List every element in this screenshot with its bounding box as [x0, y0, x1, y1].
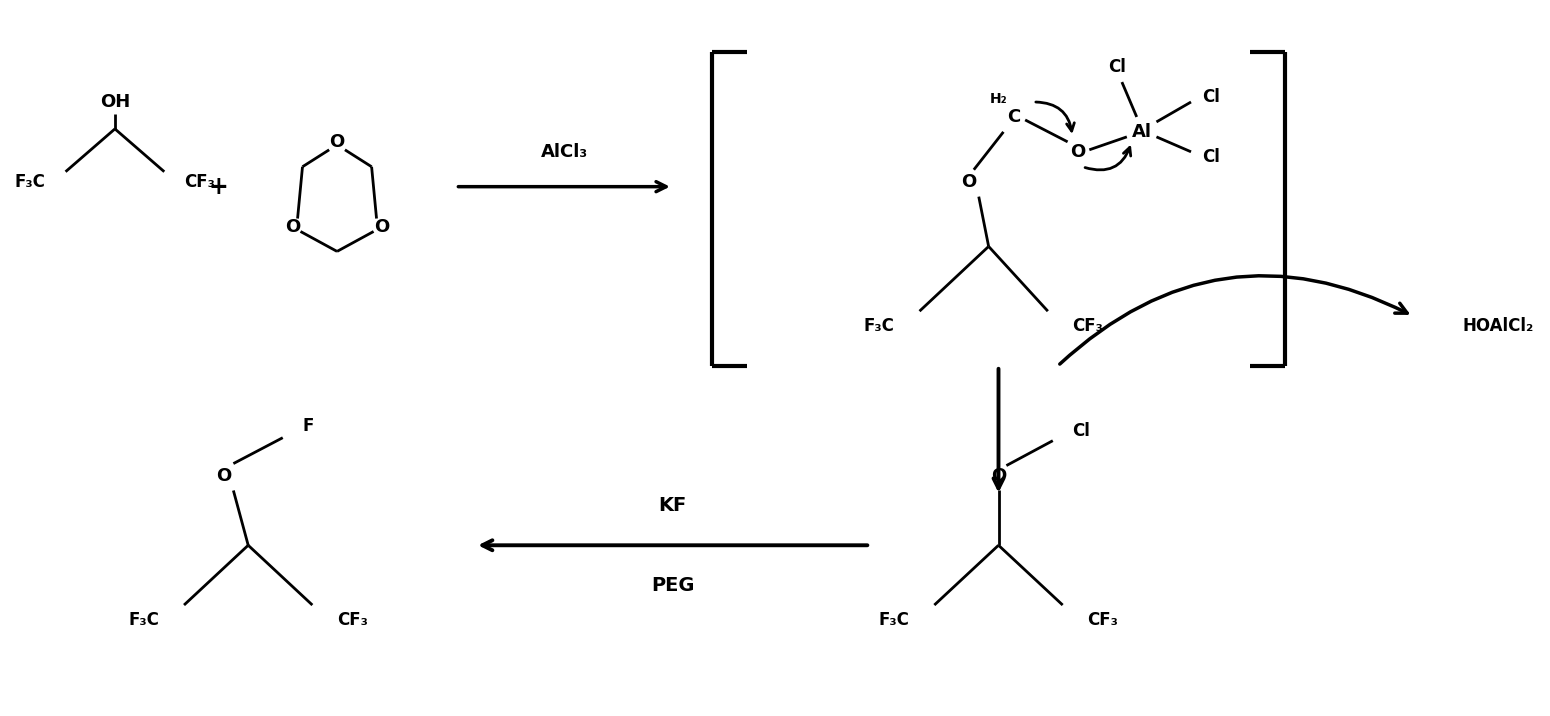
Text: F₃C: F₃C	[863, 317, 894, 335]
Text: CF₃: CF₃	[1088, 611, 1118, 629]
Text: Cl: Cl	[1201, 147, 1220, 166]
Text: O: O	[330, 133, 344, 151]
Text: O: O	[215, 467, 231, 485]
Text: KF: KF	[659, 496, 687, 515]
Text: O: O	[990, 467, 1006, 485]
Text: Cl: Cl	[1201, 88, 1220, 106]
Text: AlCl₃: AlCl₃	[541, 142, 587, 161]
Text: O: O	[1070, 142, 1085, 161]
Text: O: O	[285, 218, 301, 236]
Text: PEG: PEG	[651, 576, 694, 594]
Text: +: +	[209, 175, 228, 198]
Text: HOAlCl₂: HOAlCl₂	[1463, 317, 1534, 335]
Text: H₂: H₂	[990, 92, 1008, 106]
Text: C: C	[1006, 108, 1020, 126]
Text: OH: OH	[99, 93, 130, 111]
Text: Cl: Cl	[1073, 422, 1090, 440]
Text: Al: Al	[1132, 123, 1152, 141]
Text: CF₃: CF₃	[1073, 317, 1104, 335]
Text: F₃C: F₃C	[16, 173, 46, 190]
Text: O: O	[961, 173, 976, 190]
Text: Cl: Cl	[1108, 58, 1125, 76]
Text: CF₃: CF₃	[184, 173, 215, 190]
Text: CF₃: CF₃	[336, 611, 367, 629]
Text: F: F	[302, 417, 313, 435]
Text: F₃C: F₃C	[879, 611, 910, 629]
Text: F₃C: F₃C	[129, 611, 160, 629]
Text: O: O	[374, 218, 389, 236]
